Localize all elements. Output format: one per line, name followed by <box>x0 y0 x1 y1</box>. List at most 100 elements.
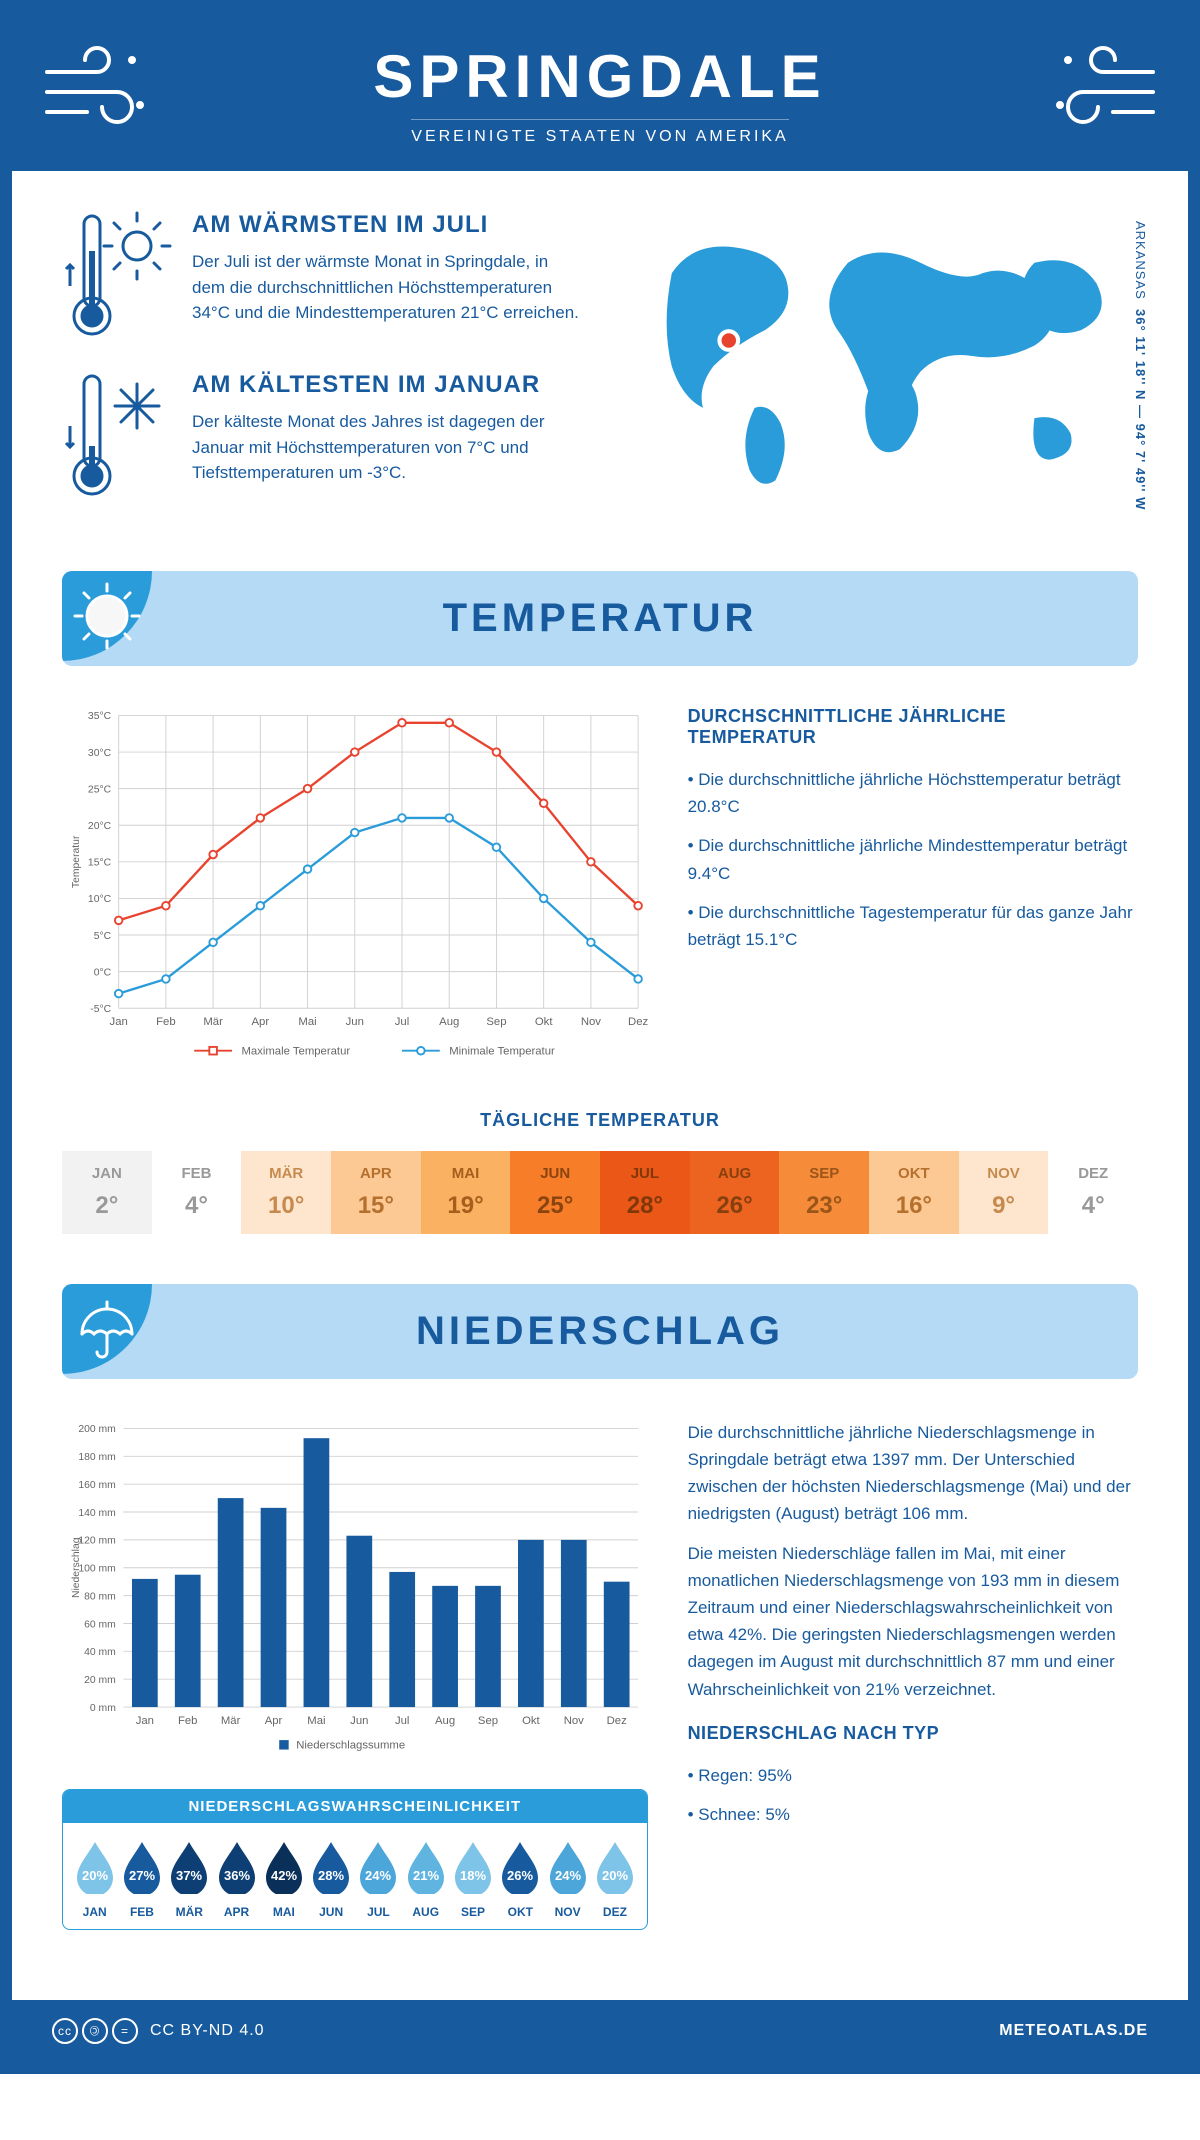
svg-text:Nov: Nov <box>564 1715 584 1727</box>
svg-text:Feb: Feb <box>178 1715 198 1727</box>
precipitation-probability-panel: NIEDERSCHLAGSWAHRSCHEINLICHKEIT 20%JAN27… <box>62 1789 648 1930</box>
svg-text:140 mm: 140 mm <box>78 1508 115 1519</box>
svg-text:26%: 26% <box>507 1868 533 1883</box>
precipitation-drop: 21%AUG <box>402 1838 449 1919</box>
temp-cell: JUN25° <box>510 1151 600 1234</box>
page-footer: cc 🄯 = CC BY-ND 4.0 METEOATLAS.DE <box>12 2000 1188 2062</box>
svg-text:Jul: Jul <box>395 1715 409 1727</box>
svg-text:20%: 20% <box>602 1868 628 1883</box>
svg-text:-5°C: -5°C <box>90 1004 111 1015</box>
svg-text:Temperatur: Temperatur <box>71 835 82 888</box>
svg-text:25°C: 25°C <box>88 784 112 795</box>
svg-text:Mai: Mai <box>298 1016 316 1028</box>
temperature-summary: DURCHSCHNITTLICHE JÄHRLICHE TEMPERATUR •… <box>688 706 1138 1070</box>
svg-text:20°C: 20°C <box>88 821 112 832</box>
svg-text:20%: 20% <box>82 1868 108 1883</box>
svg-text:120 mm: 120 mm <box>78 1536 115 1547</box>
temp-cell: NOV9° <box>959 1151 1049 1234</box>
temp-cell: SEP23° <box>779 1151 869 1234</box>
temperature-section-header: TEMPERATUR <box>62 571 1138 666</box>
coldest-text: Der kälteste Monat des Jahres ist dagege… <box>192 409 580 486</box>
precipitation-drop: 24%JUL <box>355 1838 402 1919</box>
svg-text:24%: 24% <box>555 1868 581 1883</box>
svg-text:Jun: Jun <box>346 1016 364 1028</box>
brand-text: METEOATLAS.DE <box>999 2022 1148 2040</box>
svg-text:24%: 24% <box>365 1868 391 1883</box>
svg-text:Apr: Apr <box>252 1016 270 1028</box>
svg-text:60 mm: 60 mm <box>84 1619 116 1630</box>
svg-text:Apr: Apr <box>265 1715 283 1727</box>
svg-text:Sep: Sep <box>486 1016 506 1028</box>
precipitation-drop: 27%FEB <box>118 1838 165 1919</box>
svg-text:Dez: Dez <box>607 1715 627 1727</box>
svg-text:0 mm: 0 mm <box>90 1703 116 1714</box>
precipitation-bar-chart: 0 mm 20 mm 40 mm 60 mm 80 mm 100 mm 120 mm 140 … <box>62 1419 648 1764</box>
precipitation-drop: 24%NOV <box>544 1838 591 1919</box>
world-map <box>620 211 1138 506</box>
svg-text:Niederschlagssumme: Niederschlagssumme <box>296 1740 405 1752</box>
temp-cell: DEZ4° <box>1048 1151 1138 1234</box>
svg-text:36%: 36% <box>224 1868 250 1883</box>
daily-temp-title: TÄGLICHE TEMPERATUR <box>62 1110 1138 1131</box>
svg-text:Jan: Jan <box>110 1016 128 1028</box>
svg-text:28%: 28% <box>318 1868 344 1883</box>
svg-text:Okt: Okt <box>535 1016 553 1028</box>
svg-text:Niederschlag: Niederschlag <box>71 1537 82 1598</box>
coldest-fact: AM KÄLTESTEN IM JANUAR Der kälteste Mona… <box>62 371 580 501</box>
precipitation-drop: 37%MÄR <box>166 1838 213 1919</box>
page-header: SPRINGDALE VEREINIGTE STAATEN VON AMERIK… <box>12 12 1188 171</box>
svg-text:80 mm: 80 mm <box>84 1591 116 1602</box>
temp-cell: JAN2° <box>62 1151 152 1234</box>
thermometer-hot-icon <box>62 211 172 341</box>
sun-icon <box>72 581 142 651</box>
svg-text:0°C: 0°C <box>94 967 112 978</box>
coldest-title: AM KÄLTESTEN IM JANUAR <box>192 371 580 399</box>
svg-text:27%: 27% <box>129 1868 155 1883</box>
svg-text:Sep: Sep <box>478 1715 498 1727</box>
svg-text:160 mm: 160 mm <box>78 1480 115 1491</box>
svg-text:18%: 18% <box>460 1868 486 1883</box>
temp-cell: OKT16° <box>869 1151 959 1234</box>
svg-text:20 mm: 20 mm <box>84 1675 116 1686</box>
precipitation-summary: Die durchschnittliche jährliche Niedersc… <box>688 1419 1138 1930</box>
warmest-title: AM WÄRMSTEN IM JULI <box>192 211 580 239</box>
precipitation-drop: 36%APR <box>213 1838 260 1919</box>
temp-cell: MAI19° <box>421 1151 511 1234</box>
svg-text:21%: 21% <box>413 1868 439 1883</box>
svg-text:Maximale Temperatur: Maximale Temperatur <box>241 1046 350 1058</box>
svg-text:Jun: Jun <box>350 1715 368 1727</box>
svg-text:180 mm: 180 mm <box>78 1452 115 1463</box>
svg-text:Dez: Dez <box>628 1016 648 1028</box>
temp-cell: MÄR10° <box>241 1151 331 1234</box>
umbrella-icon <box>72 1294 142 1364</box>
cc-license-icons: cc 🄯 = <box>52 2018 138 2044</box>
svg-text:Aug: Aug <box>435 1715 455 1727</box>
svg-text:Mai: Mai <box>307 1715 325 1727</box>
svg-text:10°C: 10°C <box>88 894 112 905</box>
svg-text:Minimale Temperatur: Minimale Temperatur <box>449 1046 555 1058</box>
temp-cell: FEB4° <box>152 1151 242 1234</box>
warmest-text: Der Juli ist der wärmste Monat in Spring… <box>192 249 580 326</box>
svg-text:Mär: Mär <box>221 1715 241 1727</box>
svg-text:37%: 37% <box>176 1868 202 1883</box>
svg-text:Jan: Jan <box>136 1715 154 1727</box>
warmest-fact: AM WÄRMSTEN IM JULI Der Juli ist der wär… <box>62 211 580 341</box>
precipitation-drop: 18%SEP <box>449 1838 496 1919</box>
svg-text:Aug: Aug <box>439 1016 459 1028</box>
city-title: SPRINGDALE <box>32 42 1168 111</box>
svg-text:Okt: Okt <box>522 1715 540 1727</box>
svg-text:Jul: Jul <box>395 1016 409 1028</box>
precipitation-drop: 20%JAN <box>71 1838 118 1919</box>
svg-text:Nov: Nov <box>581 1016 601 1028</box>
temp-cell: AUG26° <box>690 1151 780 1234</box>
svg-text:15°C: 15°C <box>88 858 112 869</box>
svg-text:35°C: 35°C <box>88 711 112 722</box>
svg-text:100 mm: 100 mm <box>78 1563 115 1574</box>
daily-temperature-strip: JAN2°FEB4°MÄR10°APR15°MAI19°JUN25°JUL28°… <box>62 1151 1138 1234</box>
svg-text:40 mm: 40 mm <box>84 1647 116 1658</box>
precipitation-drop: 42%MAI <box>260 1838 307 1919</box>
wind-icon-right <box>1038 42 1158 142</box>
temperature-line-chart: -5°C0°C5°C10°C15°C20°C25°C30°C35°CJanFeb… <box>62 706 648 1070</box>
precipitation-drop: 26%OKT <box>497 1838 544 1919</box>
coordinates: ARKANSAS 36° 11' 18'' N — 94° 7' 49'' W <box>1133 221 1148 510</box>
